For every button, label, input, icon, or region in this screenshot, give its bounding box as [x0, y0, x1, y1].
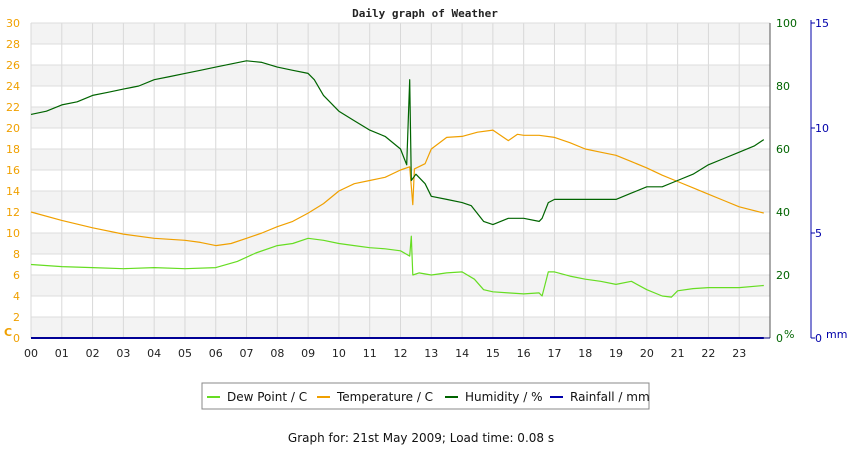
x-tick-label: 01: [55, 347, 69, 360]
x-tick-label: 03: [116, 347, 130, 360]
tick-labels: 0246810121416182022242628300204060801000…: [6, 17, 829, 360]
rain-tick-label: 15: [815, 17, 829, 30]
left-tick-label: 20: [6, 122, 20, 135]
left-tick-label: 28: [6, 38, 20, 51]
x-tick-label: 21: [671, 347, 685, 360]
legend-label-temperature: Temperature / C: [336, 390, 433, 404]
humidity-tick-label: 100: [776, 17, 797, 30]
x-tick-label: 13: [424, 347, 438, 360]
x-tick-label: 15: [486, 347, 500, 360]
humidity-tick-label: 60: [776, 143, 790, 156]
x-tick-label: 19: [609, 347, 623, 360]
x-tick-label: 09: [301, 347, 315, 360]
x-tick-label: 06: [209, 347, 223, 360]
left-tick-label: 22: [6, 101, 20, 114]
left-tick-label: 6: [13, 269, 20, 282]
left-tick-label: 18: [6, 143, 20, 156]
left-tick-label: 12: [6, 206, 20, 219]
x-tick-label: 07: [240, 347, 254, 360]
humidity-tick-label: 20: [776, 269, 790, 282]
x-tick-label: 08: [270, 347, 284, 360]
x-tick-label: 23: [732, 347, 746, 360]
x-tick-label: 05: [178, 347, 192, 360]
x-tick-label: 18: [578, 347, 592, 360]
x-tick-label: 04: [147, 347, 161, 360]
left-tick-label: 2: [13, 311, 20, 324]
footer-note: Graph for: 21st May 2009; Load time: 0.0…: [288, 431, 554, 445]
x-tick-label: 22: [701, 347, 715, 360]
legend-label-humidity: Humidity / %: [465, 390, 542, 404]
x-tick-label: 16: [517, 347, 531, 360]
left-tick-label: 0: [13, 332, 20, 345]
left-axis-unit: C: [4, 326, 12, 339]
x-tick-label: 11: [363, 347, 377, 360]
x-tick-label: 14: [455, 347, 469, 360]
x-tick-label: 10: [332, 347, 346, 360]
legend-label-dew-point: Dew Point / C: [227, 390, 307, 404]
legend-box: [201, 382, 650, 410]
rain-tick-label: 10: [815, 122, 829, 135]
x-tick-label: 02: [86, 347, 100, 360]
x-tick-label: 12: [394, 347, 408, 360]
chart-title: Daily graph of Weather: [352, 7, 498, 20]
humidity-tick-label: 0: [776, 332, 783, 345]
legend: Dew Point / C Temperature / C Humidity /…: [201, 382, 650, 410]
rain-tick-label: 0: [815, 332, 822, 345]
legend-label-rainfall: Rainfall / mm: [570, 390, 650, 404]
series-temperature: [30, 129, 764, 247]
grid-lines: [30, 22, 770, 339]
series-humidity: [30, 60, 765, 226]
x-tick-label: 20: [640, 347, 654, 360]
left-tick-label: 4: [13, 290, 20, 303]
left-tick-label: 26: [6, 59, 20, 72]
humidity-axis-unit: %: [784, 328, 794, 341]
left-tick-label: 10: [6, 227, 20, 240]
left-tick-label: 30: [6, 17, 20, 30]
humidity-tick-label: 80: [776, 80, 790, 93]
left-tick-label: 24: [6, 80, 20, 93]
axes: [31, 20, 812, 339]
series-dew-point: [30, 235, 764, 298]
left-tick-label: 16: [6, 164, 20, 177]
humidity-tick-label: 40: [776, 206, 790, 219]
x-tick-label: 17: [547, 347, 561, 360]
rain-tick-label: 5: [815, 227, 822, 240]
left-tick-label: 8: [13, 248, 20, 261]
x-tick-label: 00: [24, 347, 38, 360]
left-tick-label: 14: [6, 185, 20, 198]
rain-axis-unit: mm: [826, 328, 847, 341]
